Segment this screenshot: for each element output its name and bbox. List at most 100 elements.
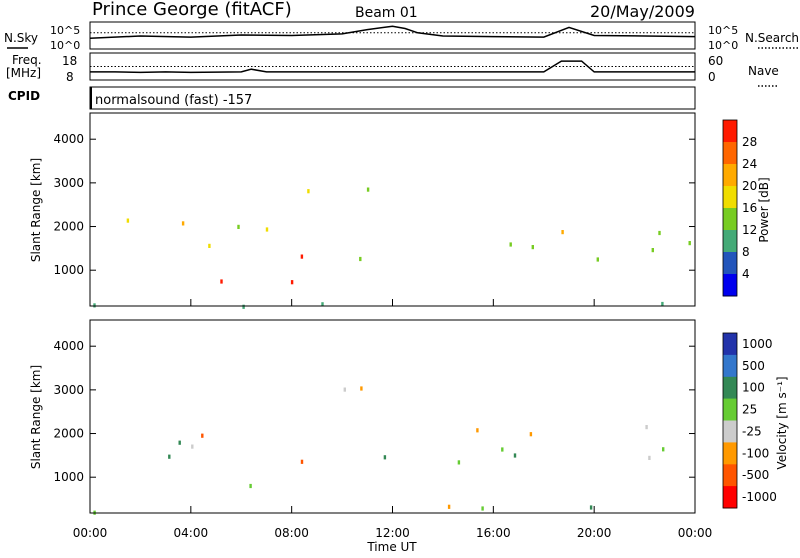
ytick-label: 2000 <box>53 220 84 234</box>
colorbar-frame <box>722 119 738 297</box>
ytick-label: 3000 <box>53 383 84 397</box>
colorbar-tick-label: -100 <box>742 446 769 460</box>
xtick-label: 08:00 <box>274 526 309 540</box>
heatmap-cell <box>596 257 599 262</box>
heatmap-cell <box>93 303 96 308</box>
colorbar-swatch <box>723 486 737 509</box>
heatmap-cell <box>249 483 252 489</box>
noise-series-line <box>89 25 696 39</box>
heatmap-cell <box>321 302 324 307</box>
ytick-label: 1000 <box>53 263 84 277</box>
heatmap-cell <box>688 241 691 246</box>
freq-label-1: Freq. <box>12 53 42 67</box>
heatmap-cell <box>366 187 370 192</box>
colorbar-frame <box>722 332 738 509</box>
colorbar-tick-label: 20 <box>742 179 757 193</box>
cpid-label: CPID <box>8 89 40 103</box>
heatmap-cell <box>383 455 387 460</box>
heatmap-cell <box>529 432 533 437</box>
date-title: 20/May/2009 <box>590 2 695 21</box>
ytick-label: 1000 <box>53 470 84 484</box>
xtick-label: 16:00 <box>476 526 511 540</box>
heatmap-cell <box>476 428 479 433</box>
xtick-label: 12:00 <box>375 526 410 540</box>
colorbar-swatch <box>723 442 737 465</box>
nave-label: Nave <box>748 64 779 78</box>
heatmap-cell <box>300 459 304 464</box>
colorbar-swatch <box>723 354 737 378</box>
freq-label-2: [MHz] <box>6 66 41 80</box>
heatmap-cell <box>531 245 534 250</box>
heatmap-cell <box>265 227 269 232</box>
colorbar-swatch <box>723 186 737 209</box>
colorbar-swatch <box>723 230 737 253</box>
heatmap-cell <box>662 447 665 452</box>
power-panel-background <box>90 113 695 306</box>
ytick-label: 3000 <box>53 176 84 190</box>
colorbar-swatch <box>723 274 737 297</box>
heatmap-cell <box>661 301 664 307</box>
velocity-ylabel: Slant Range [km] <box>29 365 43 469</box>
colorbar-tick-label: -500 <box>742 468 769 482</box>
heatmap-cell <box>220 279 223 284</box>
heatmap-cell <box>645 425 648 430</box>
colorbar-tick-label: 16 <box>742 201 757 215</box>
heatmap-cell <box>178 440 181 445</box>
power-ylabel: Slant Range [km] <box>29 158 43 262</box>
nave-tick-bottom: 0 <box>708 70 716 84</box>
nsky-tick-top: 10^5 <box>50 24 80 37</box>
heatmap-cell <box>447 504 451 509</box>
xtick-label: 20:00 <box>577 526 612 540</box>
ytick-label: 4000 <box>53 339 84 353</box>
colorbar-tick-label: 25 <box>742 403 757 417</box>
colorbar-swatch <box>723 398 737 421</box>
colorbar-tick-label: 28 <box>742 135 757 149</box>
colorbar-tick-label: -25 <box>742 424 762 438</box>
freq-series-line <box>90 60 695 74</box>
nsearch-tick-top: 10^5 <box>708 24 738 37</box>
colorbar-swatch <box>723 376 737 400</box>
heatmap-cell <box>509 242 512 247</box>
heatmap-cell <box>457 460 461 465</box>
colorbar-tick-label: 100 <box>742 381 765 395</box>
colorbar-tick-label: -1000 <box>742 490 777 504</box>
heatmap-cell <box>501 447 504 452</box>
heatmap-cell <box>181 221 185 226</box>
colorbar-swatch <box>723 252 737 275</box>
noise-panel-frame <box>89 21 696 50</box>
velocity-panel-background <box>90 320 695 513</box>
colorbar-tick-label: 8 <box>742 245 750 259</box>
heatmap-cell <box>589 505 593 510</box>
nsky-label: N.Sky <box>4 31 38 45</box>
heatmap-cell <box>648 455 651 460</box>
heatmap-cell <box>651 248 654 253</box>
beam-title: Beam 01 <box>355 5 418 21</box>
heatmap-cell <box>191 444 194 449</box>
colorbar-tick-label: 500 <box>742 359 765 373</box>
heatmap-cell <box>126 218 130 223</box>
ytick-label: 2000 <box>53 427 84 441</box>
heatmap-cell <box>237 224 240 229</box>
heatmap-cell <box>300 254 304 259</box>
cpid-text: normalsound (fast) -157 <box>95 93 252 108</box>
heatmap-cell <box>360 386 363 391</box>
ytick-label: 4000 <box>53 132 84 146</box>
heatmap-cell <box>658 230 661 236</box>
heatmap-cell <box>481 506 484 511</box>
colorbar-tick-label: 24 <box>742 157 757 171</box>
heatmap-cell <box>168 454 171 459</box>
nsky-tick-bottom: 10^0 <box>50 39 80 52</box>
heatmap-cell <box>242 304 245 309</box>
heatmap-cell <box>513 453 517 458</box>
heatmap-cell <box>359 256 362 262</box>
heatmap-cell <box>561 230 564 235</box>
heatmap-cell <box>343 387 346 392</box>
colorbar-swatch <box>723 464 737 487</box>
nave-tick-top: 60 <box>708 54 723 68</box>
xaxis-label: Time UT <box>366 540 417 554</box>
colorbar-swatch <box>723 333 737 356</box>
xtick-label: 00:00 <box>73 526 108 540</box>
station-title: Prince George (fitACF) <box>92 0 292 20</box>
